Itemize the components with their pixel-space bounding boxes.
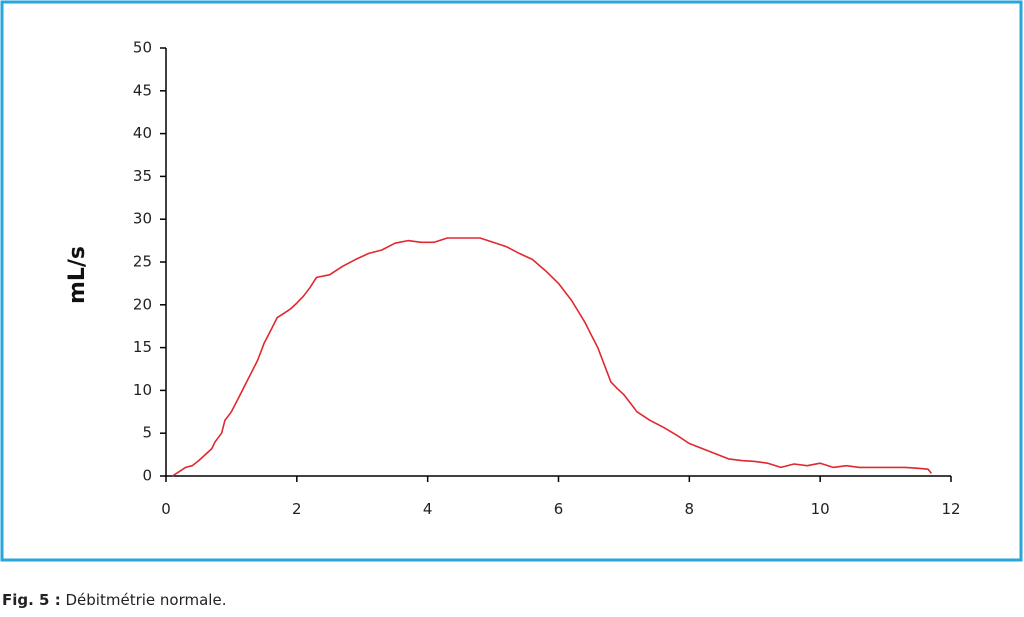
x-tick-label: 6 — [554, 500, 564, 518]
y-tick-label: 50 — [133, 39, 152, 57]
y-tick-label: 40 — [133, 124, 152, 142]
y-tick-label: 30 — [133, 210, 152, 228]
y-tick-label: 0 — [142, 467, 152, 485]
x-tick-label: 0 — [161, 500, 171, 518]
x-tick-label: 2 — [292, 500, 302, 518]
x-tick-label: 4 — [423, 500, 433, 518]
y-tick-label: 45 — [133, 81, 152, 99]
x-tick-label: 10 — [811, 500, 830, 518]
caption: Fig. 5 : Débitmétrie normale. — [2, 591, 226, 609]
y-tick-label: 5 — [142, 424, 152, 442]
flow-line — [172, 237, 933, 477]
x-tick-label: 8 — [685, 500, 695, 518]
y-tick-label: 10 — [133, 381, 152, 399]
y-tick-label: 15 — [133, 338, 152, 356]
y-tick-label: 20 — [133, 295, 152, 313]
x-tick-label: 12 — [941, 500, 960, 518]
caption-text: Débitmétrie normale. — [66, 591, 227, 609]
y-axis-label: mL/s — [65, 246, 90, 304]
y-tick-label: 35 — [133, 167, 152, 185]
caption-label: Fig. 5 : — [2, 591, 61, 609]
frame — [0, 0, 1023, 562]
y-tick-label: 25 — [133, 253, 152, 271]
